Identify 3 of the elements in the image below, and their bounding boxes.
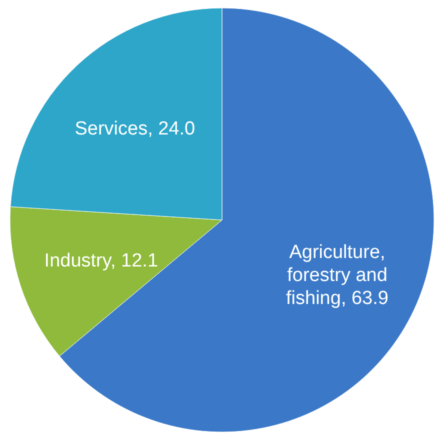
slice-label: Services, 24.0 <box>74 118 196 140</box>
slice-label: Industry, 12.1 <box>44 250 158 272</box>
slice-label: Agriculture, forestry and fishing, 63.9 <box>286 242 388 309</box>
